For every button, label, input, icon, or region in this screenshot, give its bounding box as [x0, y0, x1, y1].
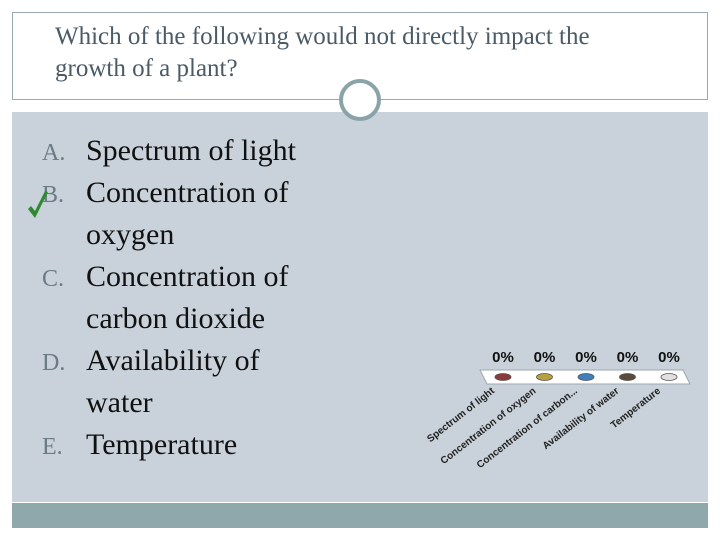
- content-panel: [12, 112, 708, 502]
- answer-letter: B.: [42, 182, 65, 208]
- answer-text: water: [86, 386, 153, 419]
- checkmark-icon: [28, 191, 48, 218]
- answer-b[interactable]: B. Concentration of: [42, 172, 288, 216]
- answer-d[interactable]: D. Availability of: [42, 340, 260, 384]
- answer-letter: D.: [42, 350, 66, 376]
- answer-e[interactable]: E. Temperature: [42, 424, 237, 468]
- answer-a[interactable]: A. Spectrum of light: [42, 130, 296, 174]
- answer-c[interactable]: C. Concentration of: [42, 256, 288, 300]
- answer-text: Spectrum of light: [86, 134, 296, 167]
- answer-text: carbon dioxide: [86, 302, 266, 335]
- question-title-line2: growth of a plant?: [55, 55, 238, 82]
- answer-b-continued: oxygen: [42, 214, 174, 256]
- answer-text: oxygen: [86, 218, 175, 251]
- answer-c-continued: carbon dioxide: [42, 298, 265, 340]
- answer-text: Concentration of: [86, 260, 289, 293]
- question-title: Which of the following would not directl…: [55, 21, 705, 85]
- divider-ring-icon: [339, 79, 381, 121]
- answer-text: Concentration of: [86, 176, 289, 209]
- answer-text: Temperature: [86, 428, 238, 461]
- answer-d-continued: water: [42, 382, 153, 424]
- answer-letter: C.: [42, 266, 65, 292]
- footer-bar: [12, 503, 708, 528]
- answer-letter: E.: [42, 434, 63, 460]
- question-title-line1: Which of the following would not directl…: [55, 23, 590, 50]
- answer-text: Availability of: [86, 344, 260, 377]
- answer-letter: A.: [42, 140, 66, 166]
